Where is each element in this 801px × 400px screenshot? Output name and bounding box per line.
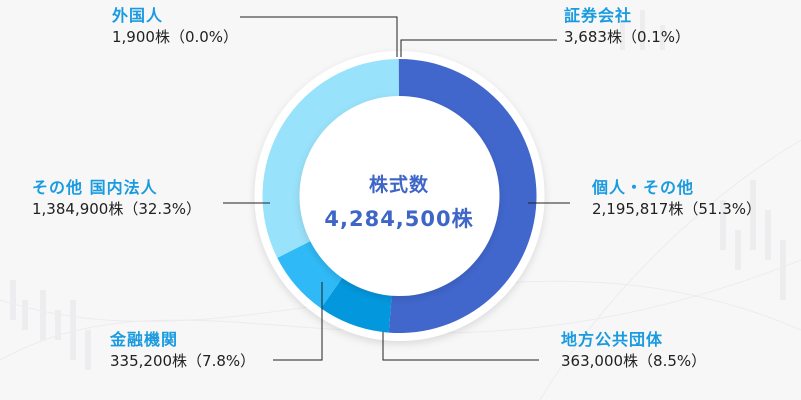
- callout-value: 335,200株（7.8%）: [110, 352, 256, 370]
- callout-value: 1,900株（0.0%）: [112, 28, 239, 46]
- center-total: 4,284,500株: [324, 207, 474, 231]
- donut-slice: [398, 59, 400, 196]
- callout-individual: 個人・その他 2,195,817株（51.3%）: [592, 180, 761, 217]
- callout-name: その他 国内法人: [32, 178, 158, 197]
- callout-other-domestic: その他 国内法人 1,384,900株（32.3%）: [32, 180, 201, 217]
- callout-name: 地方公共団体: [561, 330, 664, 349]
- donut-center-summary: 株式数 4,284,500株: [299, 170, 499, 233]
- callout-name: 外国人: [112, 6, 164, 25]
- center-title: 株式数: [368, 174, 429, 196]
- callout-value: 3,683株（0.1%）: [564, 28, 691, 46]
- callout-name: 金融機関: [110, 330, 179, 349]
- callout-value: 363,000株（8.5%）: [561, 352, 707, 370]
- callout-value: 1,384,900株（32.3%）: [32, 200, 201, 218]
- callout-financial: 金融機関 335,200株（7.8%）: [110, 332, 255, 369]
- callout-value: 2,195,817株（51.3%）: [592, 200, 761, 218]
- donut-slice: [398, 59, 400, 196]
- callout-lines: [223, 16, 570, 361]
- callout-local-gov: 地方公共団体 363,000株（8.5%）: [561, 332, 706, 369]
- donut-hole: [299, 96, 500, 296]
- callout-name: 個人・その他: [592, 178, 695, 197]
- callout-foreign: 外国人 1,900株（0.0%）: [112, 8, 238, 45]
- callout-securities: 証券会社 3,683株（0.1%）: [564, 8, 690, 45]
- callout-name: 証券会社: [564, 6, 633, 25]
